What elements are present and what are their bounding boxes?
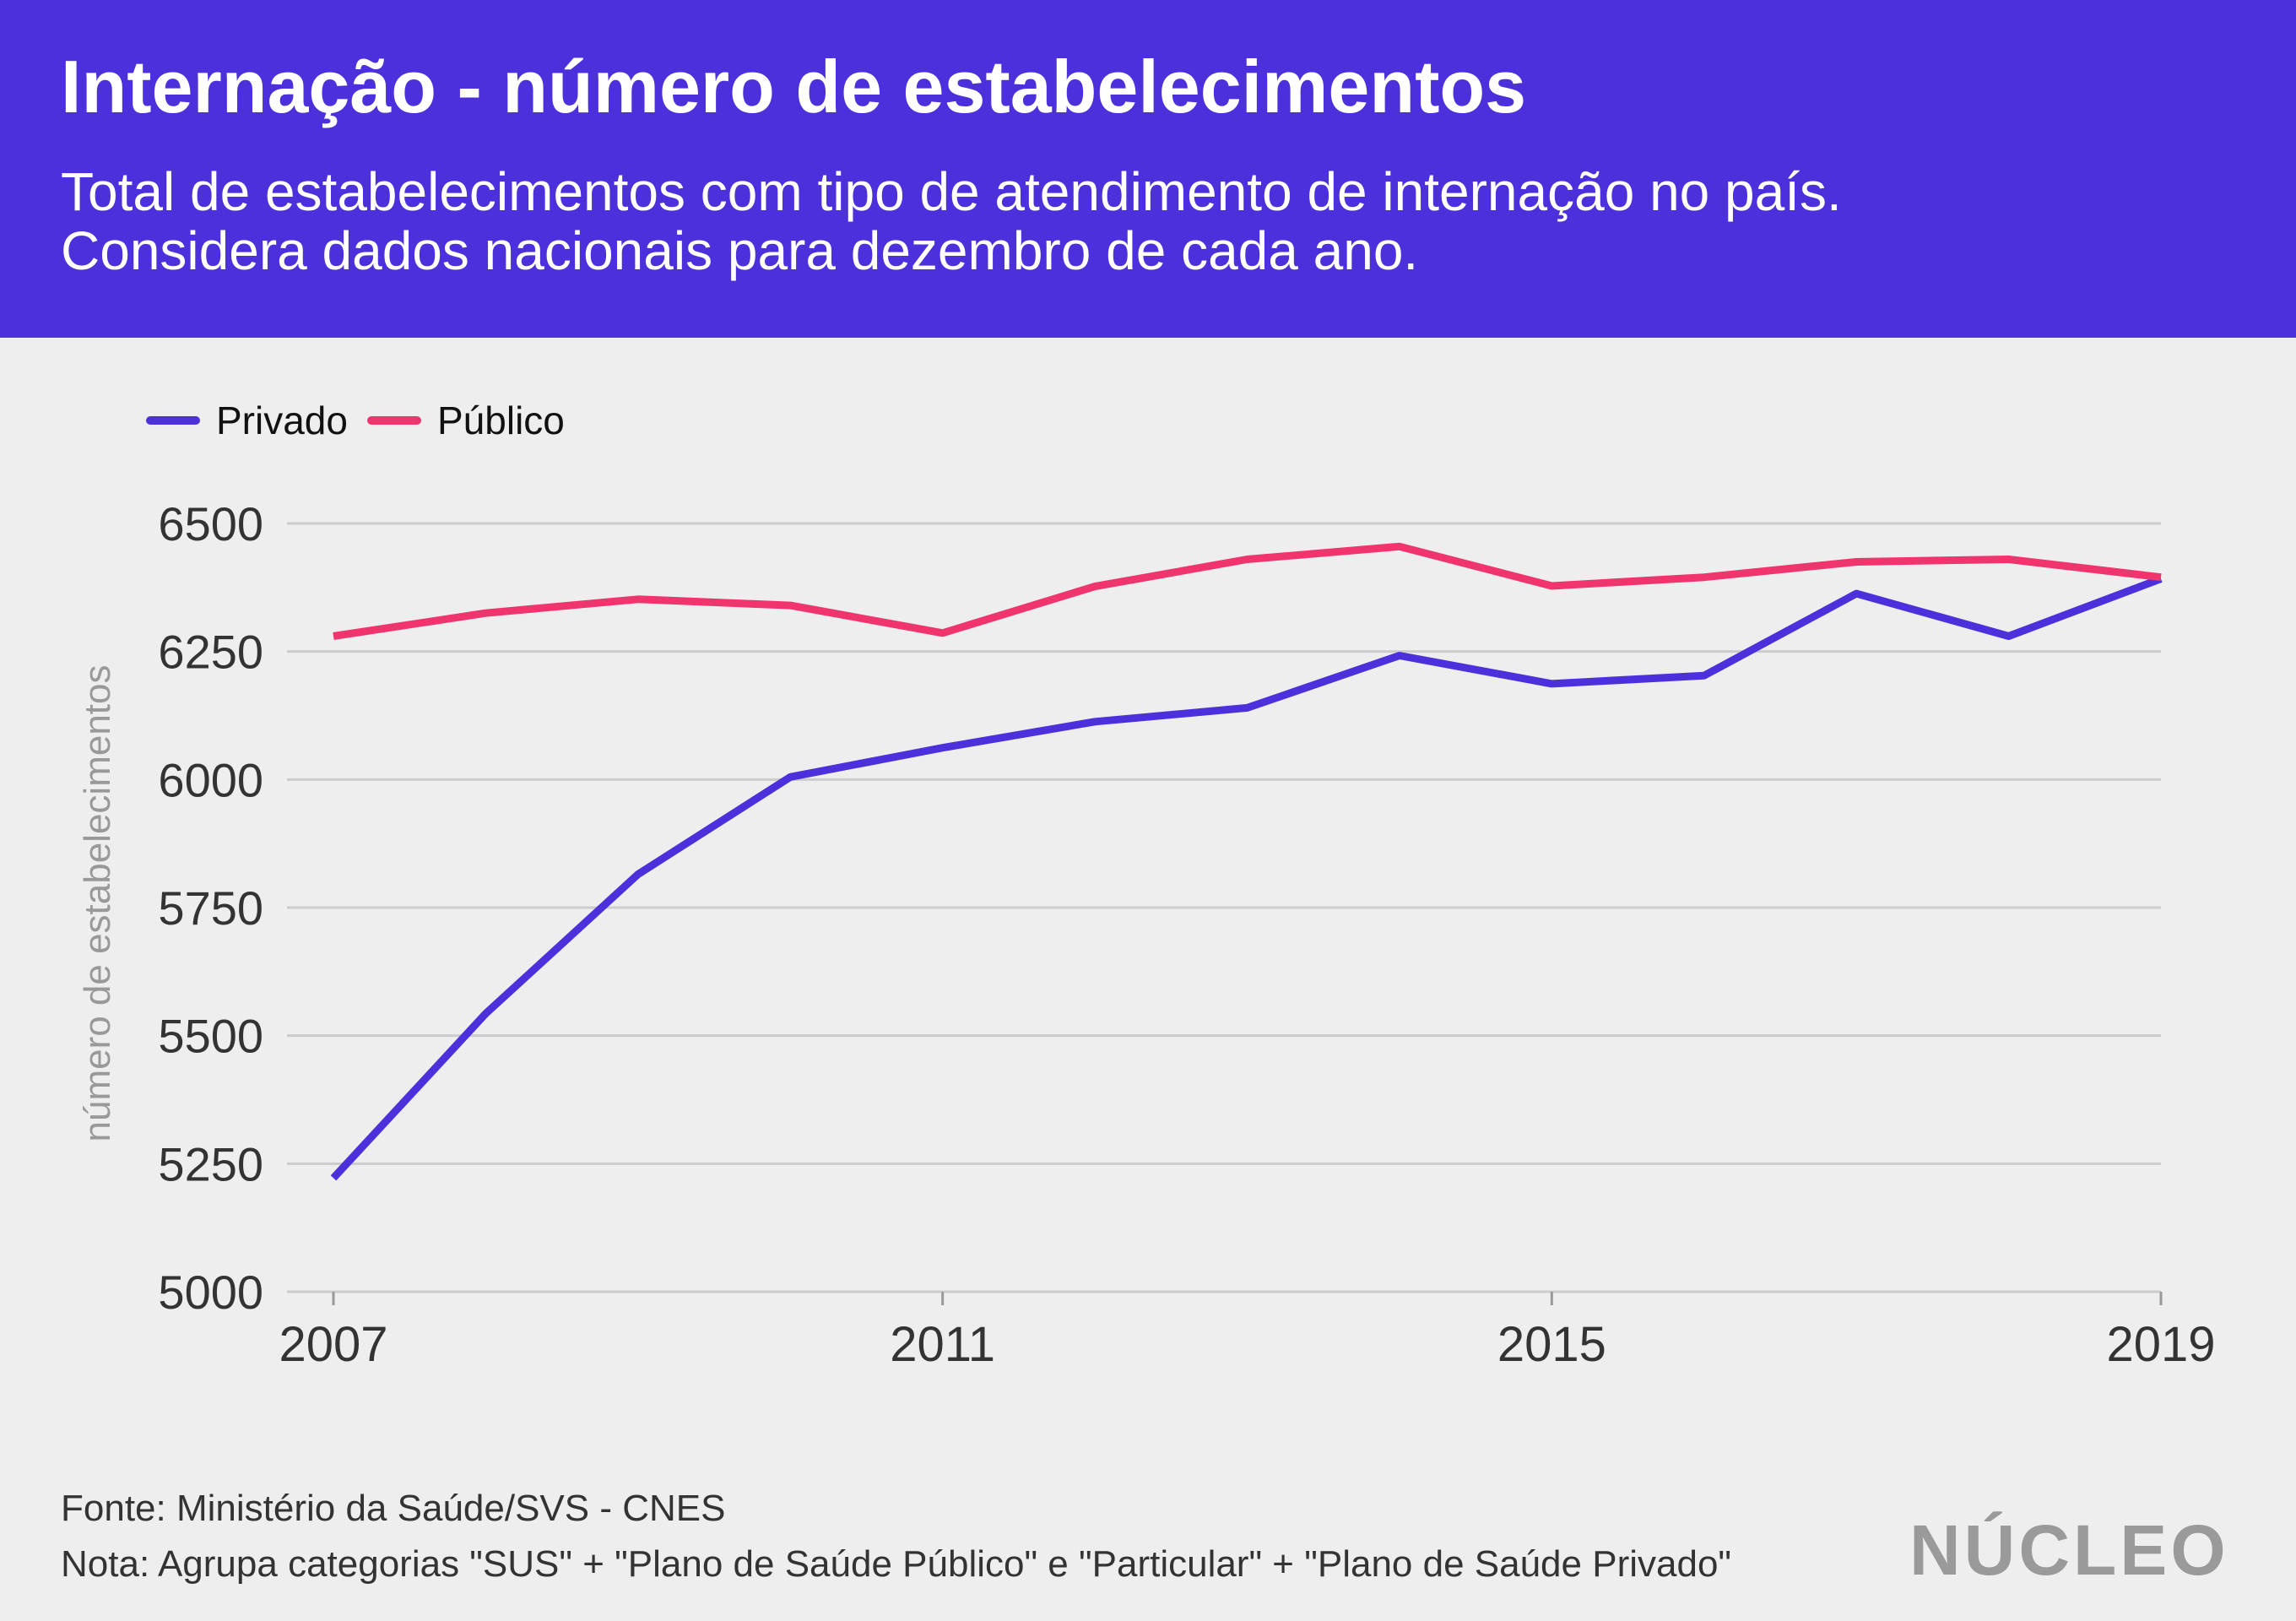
y-tick-label-6000: 6000 bbox=[158, 753, 263, 806]
x-axis-ticks: 2007 2011 2015 2019 bbox=[279, 1292, 2216, 1372]
chart-legend: Privado Público bbox=[146, 398, 565, 442]
y-tick-label-5500: 5500 bbox=[158, 1010, 263, 1063]
subtitle-line-1: Total de estabelecimentos com tipo de at… bbox=[61, 161, 1842, 222]
x-tick-label-2011: 2011 bbox=[890, 1317, 995, 1372]
header-banner: Internação - número de estabelecimentos … bbox=[0, 0, 2296, 338]
y-tick-label-5750: 5750 bbox=[158, 881, 263, 935]
subtitle-line-2: Considera dados nacionais para dezembro … bbox=[61, 220, 1419, 281]
series-lines bbox=[330, 542, 2163, 1181]
footnote: Nota: Agrupa categorias "SUS" + "Plano d… bbox=[61, 1543, 1732, 1585]
x-tick-label-2007: 2007 bbox=[279, 1317, 387, 1372]
y-tick-label-6500: 6500 bbox=[158, 497, 263, 550]
x-tick-label-2015: 2015 bbox=[1497, 1317, 1606, 1372]
legend-label-privado: Privado bbox=[216, 398, 348, 442]
page-title: Internação - número de estabelecimentos bbox=[61, 45, 1527, 128]
y-axis-label: número de estabelecimentos bbox=[77, 665, 118, 1142]
grid-lines bbox=[287, 522, 2161, 1293]
y-tick-label-6250: 6250 bbox=[158, 626, 263, 679]
nucleo-logo: NÚCLEO bbox=[1909, 1510, 2229, 1590]
source-note: Fonte: Ministério da Saúde/SVS - CNES bbox=[61, 1488, 726, 1529]
line-chart: Privado Público 5000 5250 5500 5750 6000 6250 6… bbox=[77, 398, 2216, 1372]
legend-label-publico: Público bbox=[437, 398, 565, 442]
y-axis-ticks: 5000 5250 5500 5750 6000 6250 6500 bbox=[158, 497, 263, 1319]
series-line-privado bbox=[330, 575, 2163, 1181]
y-tick-label-5000: 5000 bbox=[158, 1266, 263, 1319]
series-line-publico bbox=[333, 542, 2162, 640]
page-subtitle: Total de estabelecimentos com tipo de at… bbox=[61, 162, 1842, 280]
y-tick-label-5250: 5250 bbox=[158, 1137, 263, 1190]
x-tick-label-2019: 2019 bbox=[2106, 1317, 2215, 1372]
